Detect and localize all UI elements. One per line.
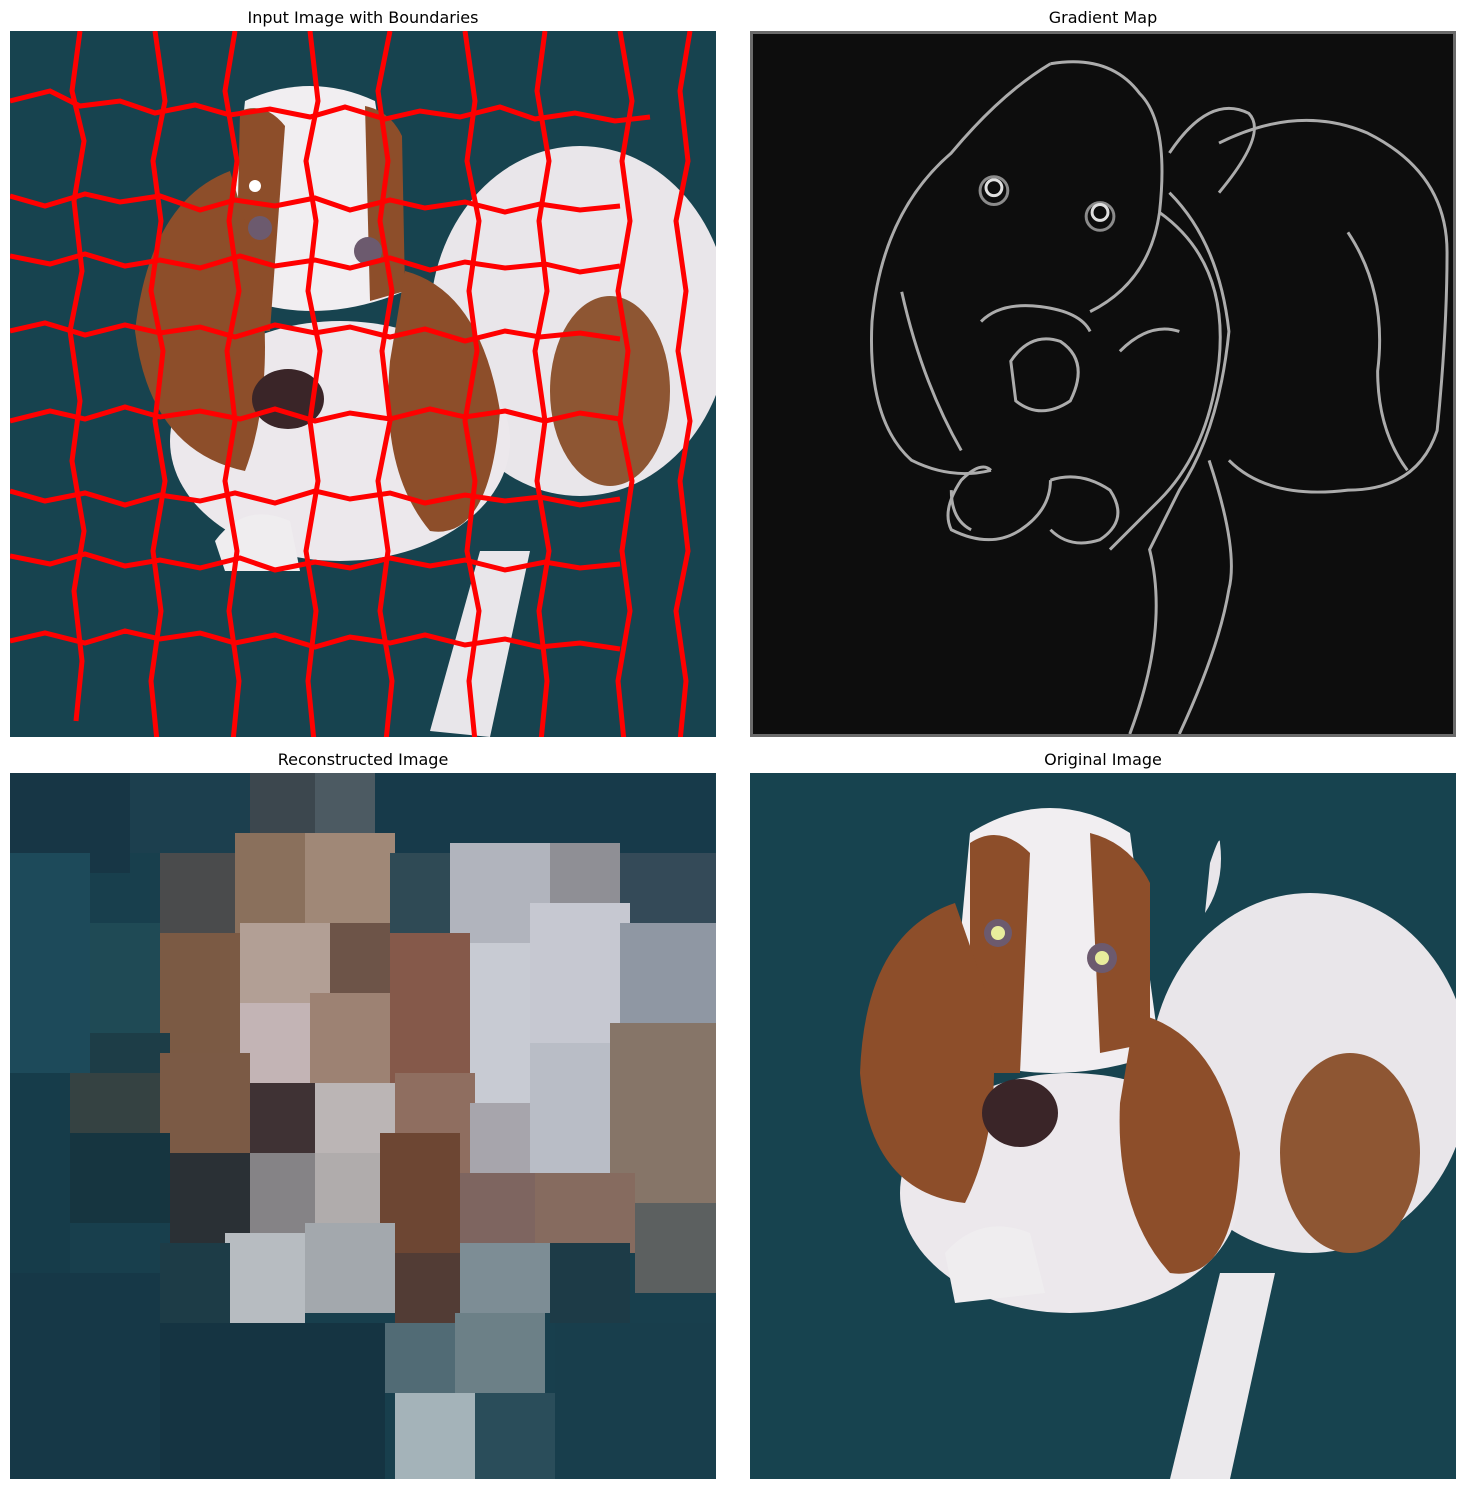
boundaries-image (10, 31, 716, 737)
gradient-eyes (978, 175, 1116, 232)
gradient-map-panel (750, 31, 1456, 737)
gradient-map-image (753, 34, 1453, 734)
boundaries-image-panel (10, 31, 716, 737)
panel-title-gradient: Gradient Map (1048, 8, 1158, 27)
original-image (750, 773, 1456, 1479)
superpixel-boundaries-vertical (67, 31, 693, 737)
eye-highlight (249, 180, 261, 192)
reconstructed-image-panel (10, 773, 716, 1479)
reconstructed-image (10, 773, 716, 1479)
panel-title-reconstructed: Reconstructed Image (277, 750, 449, 769)
superpixel-patches (10, 773, 716, 1479)
panel-title-original: Original Image (1044, 750, 1162, 769)
gradient-edges (870, 60, 1449, 734)
dog-figure (860, 808, 1456, 1479)
panel-title-boundaries: Input Image with Boundaries (247, 8, 479, 27)
original-image-panel (750, 773, 1456, 1479)
